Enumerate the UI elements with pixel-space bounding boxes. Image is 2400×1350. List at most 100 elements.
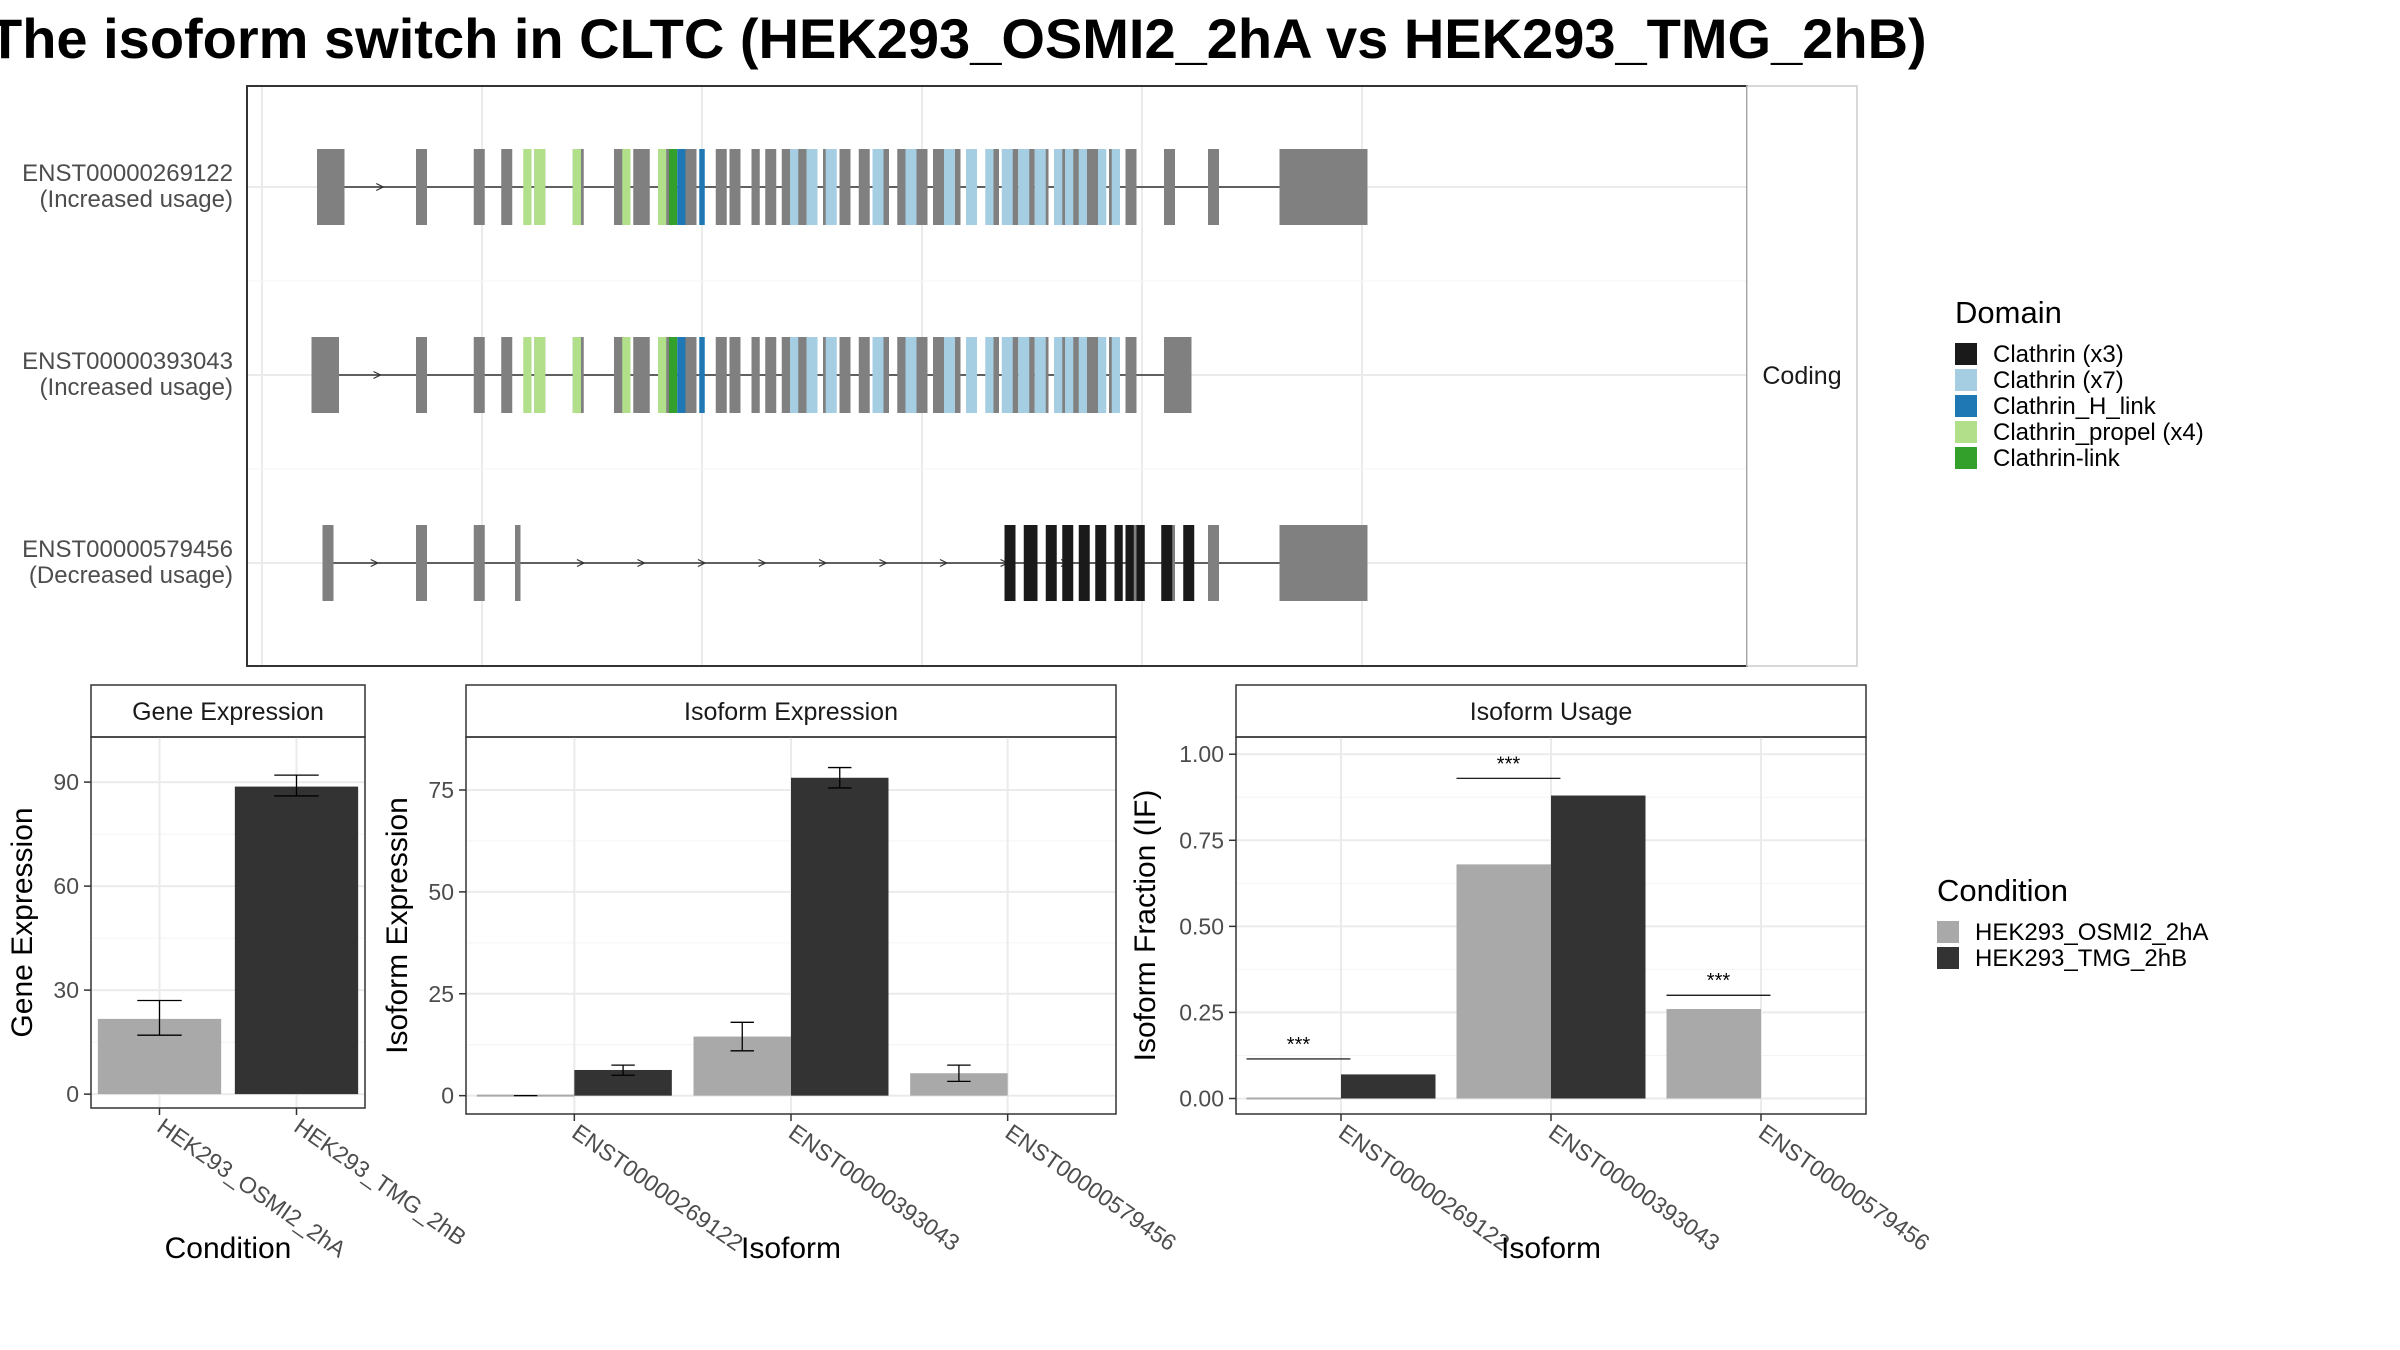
domain-segment [1034,149,1046,225]
significance-label: *** [1287,1034,1311,1056]
x-tick-label: ENST00000269122 [1334,1119,1514,1256]
panel-strip [90,684,366,738]
exon [765,149,777,225]
domain-segment [806,149,818,225]
error-bar [828,766,852,789]
intron-arrow [373,370,382,380]
exon [473,525,485,601]
y-tick-label: 25 [428,981,454,1007]
exon [781,337,790,413]
domain-segment [1001,149,1013,225]
facet-strip-coding [1746,85,1858,667]
facet-label-coding: Coding [1762,362,1841,390]
bar [791,777,889,1096]
error-bar [611,1064,635,1076]
domain-segment [905,149,917,225]
domain-segment [1114,525,1123,601]
domain-segment [825,337,837,413]
figure-title: The isoform switch in CLTC (HEK293_OSMI2… [0,7,1927,70]
y-tick-label: 0 [441,1083,454,1109]
utr [1296,525,1368,601]
exon [1087,149,1098,225]
intron-arrow [818,558,828,568]
exon [751,149,760,225]
exon [729,337,741,413]
domain-segment [1018,337,1030,413]
y-tick-label: 60 [53,873,79,899]
intron-arrow [375,182,385,192]
utr [322,525,334,601]
exon [729,149,741,225]
exon [916,337,928,413]
intron-arrow [758,558,767,568]
exon [781,149,790,225]
domain-segment [1004,525,1016,601]
domain-segment [658,337,667,413]
domain-segment [872,149,884,225]
domain-segment [1054,337,1063,413]
domain-segment [677,337,686,413]
y-tick-label: 30 [53,977,79,1003]
domain-segment [572,149,581,225]
y-axis-label: Isoform Expression [381,797,414,1054]
y-tick-label: 0.25 [1179,999,1224,1025]
exon [515,525,521,601]
exon [916,149,928,225]
utr [317,149,345,225]
exon [633,149,650,225]
domain-segment [1078,525,1090,601]
domain-segment [669,149,678,225]
domain-segment [790,149,799,225]
panel-strip-title: Gene Expression [132,698,324,726]
domain-segment [1045,525,1057,601]
y-tick-label: 75 [428,777,454,803]
exon [1070,337,1082,413]
domain-segment [1034,337,1046,413]
gene-structure-panel: Coding ENST00000269122(Increased usage)E… [22,85,1858,667]
exon [1164,149,1175,225]
domain-segment [1062,525,1074,601]
domain-segment [523,149,532,225]
exon [839,337,851,413]
y-axis-label: Gene Expression [6,807,39,1037]
legend-swatch [1955,395,1977,417]
domain-segment [905,337,917,413]
isoform-usage-panel: Isoform Usage *** *** *** 0.00 0.25 0.50 0.75 1.… [1129,684,1935,1265]
error-bar [947,1064,971,1083]
y-axis-label: Isoform Fraction (IF) [1129,790,1162,1062]
transcript-ENST00000393043 [311,337,1192,413]
exon [1087,337,1098,413]
panel-strip-title: Isoform Usage [1470,698,1633,726]
legend-label: Clathrin (x7) [1993,367,2124,394]
isoform-expression-panel: Isoform Expression 0 25 50 75 ENST00000269122… [381,684,1181,1265]
domain-segment [790,337,799,413]
exon [1208,525,1219,601]
domain-segment [1078,149,1087,225]
domain-segment [1054,149,1063,225]
intron-arrow [939,558,949,568]
domain-segment [966,337,977,413]
x-tick-label: ENST00000579456 [1754,1119,1934,1256]
domain-segment [1018,149,1030,225]
exon [795,337,807,413]
transcript-ENST00000579456 [322,525,1368,601]
exon [765,337,777,413]
x-tick-label: ENST00000269122 [567,1119,747,1256]
domain-segment [944,337,955,413]
error-bar [274,774,319,797]
domain-segment [1023,525,1038,601]
y-tick-label: 0.75 [1179,827,1224,853]
bar [1456,864,1551,1099]
exon [897,149,909,225]
exon [1279,149,1296,225]
legend-label: Clathrin_H_link [1993,393,2157,420]
legend-title: Condition [1937,873,2068,908]
legend-label: HEK293_OSMI2_2hA [1975,919,2208,946]
exon [858,149,870,225]
domain-segment [1095,525,1107,601]
exon [416,337,427,413]
legend-swatch [1955,447,1977,469]
exon [858,337,870,413]
